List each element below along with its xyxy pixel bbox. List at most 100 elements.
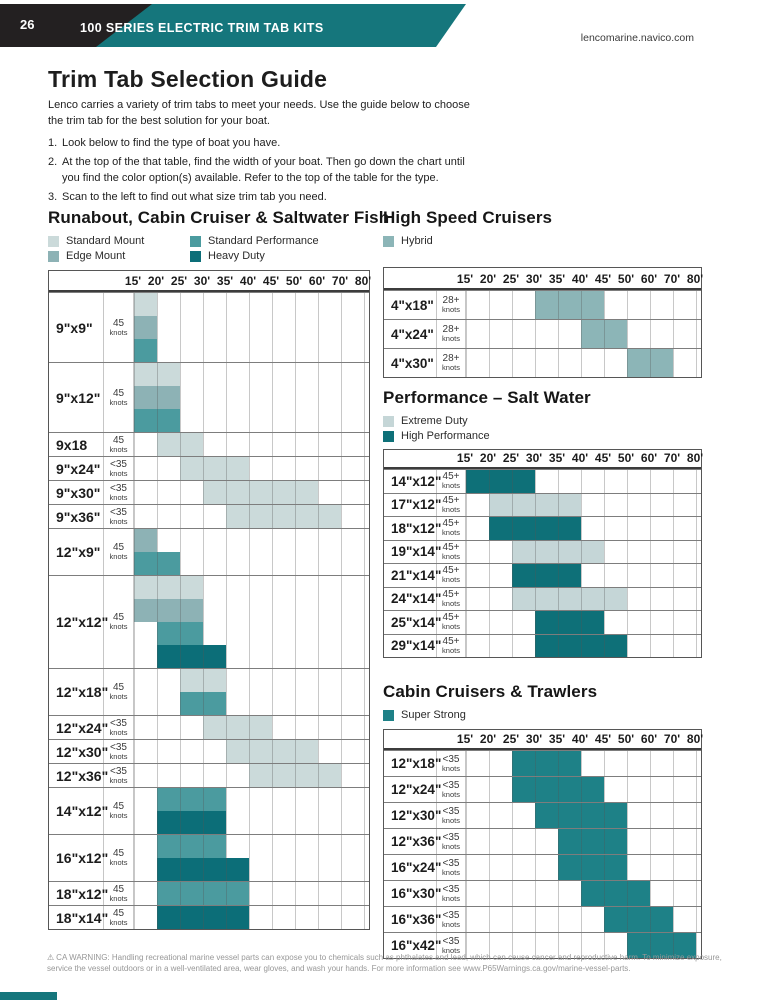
header-title: 100 SERIES ELECTRIC TRIM TAB KITS bbox=[80, 21, 324, 35]
row-size-label: 12"x36" bbox=[49, 764, 108, 787]
row-size-label: 9"x12" bbox=[49, 363, 104, 432]
row-speed-cell: 45+ knots bbox=[437, 540, 466, 563]
table-row: 12"x18" 45 knots bbox=[49, 668, 369, 715]
section-runabout: Runabout, Cabin Cruiser & Saltwater Fish… bbox=[48, 208, 389, 930]
column-header: 40' bbox=[571, 451, 589, 465]
column-header: 30' bbox=[525, 451, 543, 465]
row-size-label: 12"x24" bbox=[384, 777, 441, 802]
table-row: 29"x14" 45+ knots bbox=[384, 633, 701, 657]
column-header: 20' bbox=[147, 274, 165, 288]
legend-swatch bbox=[190, 235, 201, 247]
row-size-label: 14"x12" bbox=[49, 788, 108, 834]
table-row: 12"x24" <35 knots bbox=[384, 776, 701, 802]
row-size-label: 21"x14" bbox=[384, 564, 441, 587]
section-cabin-cruisers: Cabin Cruisers & Trawlers Super Strong 1… bbox=[383, 682, 703, 959]
row-speed-cell: <35 knots bbox=[104, 764, 134, 787]
trim-tab-range-band bbox=[512, 587, 627, 610]
trim-tab-range-band bbox=[157, 788, 226, 811]
speed-value: 45+ bbox=[442, 565, 460, 577]
row-band-area bbox=[466, 803, 701, 828]
row-speed-cell: <35 knots bbox=[104, 505, 134, 528]
legend-item: Extreme Duty bbox=[383, 415, 700, 427]
speed-value: 45+ bbox=[442, 494, 460, 506]
legend: Hybrid bbox=[383, 235, 700, 247]
row-size-label: 12"x9" bbox=[49, 529, 104, 575]
page-title: Trim Tab Selection Guide bbox=[48, 66, 328, 92]
column-header: 25' bbox=[170, 274, 188, 288]
speed-value: 45 bbox=[112, 682, 125, 693]
speed-value: 45 bbox=[112, 907, 125, 919]
row-size-label: 18"x12" bbox=[384, 517, 441, 540]
legend-label: High Performance bbox=[401, 430, 490, 442]
row-band-area bbox=[466, 611, 701, 634]
speed-unit: knots bbox=[109, 727, 128, 737]
row-band-area bbox=[134, 433, 369, 456]
trim-tab-range-band bbox=[489, 517, 581, 540]
speed-value: 45 bbox=[112, 883, 125, 895]
speed-value: 45+ bbox=[442, 518, 460, 530]
speed-unit: knots bbox=[442, 334, 460, 343]
row-size-label: 9"x9" bbox=[49, 293, 104, 362]
list-item: 3. Scan to the left to find out what siz… bbox=[48, 190, 478, 206]
speed-value: <35 bbox=[110, 741, 127, 753]
column-header: 70' bbox=[663, 451, 681, 465]
column-header: 35' bbox=[548, 451, 566, 465]
column-header: 80' bbox=[686, 732, 704, 746]
column-header: 25' bbox=[502, 451, 520, 465]
column-header: 30' bbox=[525, 272, 543, 286]
row-speed-cell: 45+ knots bbox=[437, 493, 466, 516]
table-row: 12"x18" <35 knots bbox=[384, 750, 701, 776]
table-row: 12"x30" <35 knots bbox=[49, 739, 369, 763]
row-size-label: 4"x24" bbox=[384, 320, 437, 348]
row-band-area bbox=[466, 855, 701, 880]
row-speed-cell: 45 knots bbox=[104, 363, 134, 432]
row-band-area bbox=[134, 740, 369, 763]
table-row: 19"x14" 45+ knots bbox=[384, 539, 701, 563]
speed-value: <35 bbox=[442, 753, 460, 765]
row-speed-cell: <35 knots bbox=[437, 907, 466, 932]
table-row: 9"x24" <35 knots bbox=[49, 456, 369, 480]
row-speed-cell: <35 knots bbox=[104, 716, 134, 739]
legend-swatch bbox=[48, 235, 59, 247]
speed-unit: knots bbox=[442, 841, 460, 851]
bottom-accent-strip bbox=[0, 992, 57, 1000]
row-size-label: 16"x24" bbox=[384, 855, 441, 880]
table-row: 16"x42" <35 knots bbox=[384, 932, 701, 958]
legend-item: Edge Mount bbox=[48, 250, 190, 262]
row-speed-cell: 45 knots bbox=[104, 293, 134, 362]
legend-item: Standard Mount bbox=[48, 235, 190, 247]
table-row: 14"x12" 45 knots bbox=[49, 787, 369, 834]
speed-value: 45 bbox=[112, 542, 125, 553]
row-size-label: 14"x12" bbox=[384, 470, 441, 493]
table-row: 16"x12" 45 knots bbox=[49, 834, 369, 881]
trim-tab-range-band bbox=[535, 803, 627, 828]
speed-unit: knots bbox=[442, 919, 460, 929]
trim-tab-table-runabout: 15' 20' 25' 30' 35' 40' 45' 50' 60' 70' 80' 9"x9" 45… bbox=[48, 270, 371, 930]
trim-tab-range-band bbox=[512, 777, 604, 802]
speed-unit: knots bbox=[109, 397, 128, 407]
column-header: 35' bbox=[548, 272, 566, 286]
row-speed-cell: <35 knots bbox=[104, 481, 134, 504]
trim-tab-range-band bbox=[157, 645, 226, 668]
speed-value: 45+ bbox=[442, 588, 460, 600]
speed-unit: knots bbox=[109, 917, 128, 927]
row-size-label: 16"x36" bbox=[384, 907, 441, 932]
speed-unit: knots bbox=[442, 575, 460, 585]
table-row: 12"x24" <35 knots bbox=[49, 715, 369, 739]
speed-value: 28+ bbox=[442, 353, 460, 364]
row-band-area bbox=[466, 751, 701, 776]
speed-value: 45 bbox=[112, 848, 125, 859]
table-row: 12"x36" <35 knots bbox=[49, 763, 369, 787]
legend-label: Heavy Duty bbox=[208, 250, 265, 262]
row-band-area bbox=[466, 564, 701, 587]
speed-unit: knots bbox=[109, 327, 128, 337]
legend-label: Super Strong bbox=[401, 709, 466, 721]
speed-value: <35 bbox=[110, 482, 127, 494]
column-header: 20' bbox=[479, 732, 497, 746]
row-band-area bbox=[134, 293, 369, 362]
row-size-label: 18"x12" bbox=[49, 882, 108, 905]
row-size-label: 4"x18" bbox=[384, 291, 437, 319]
trim-tab-range-band bbox=[489, 493, 581, 516]
table-row: 16"x24" <35 knots bbox=[384, 854, 701, 880]
table-row: 9"x12" 45 knots bbox=[49, 362, 369, 432]
